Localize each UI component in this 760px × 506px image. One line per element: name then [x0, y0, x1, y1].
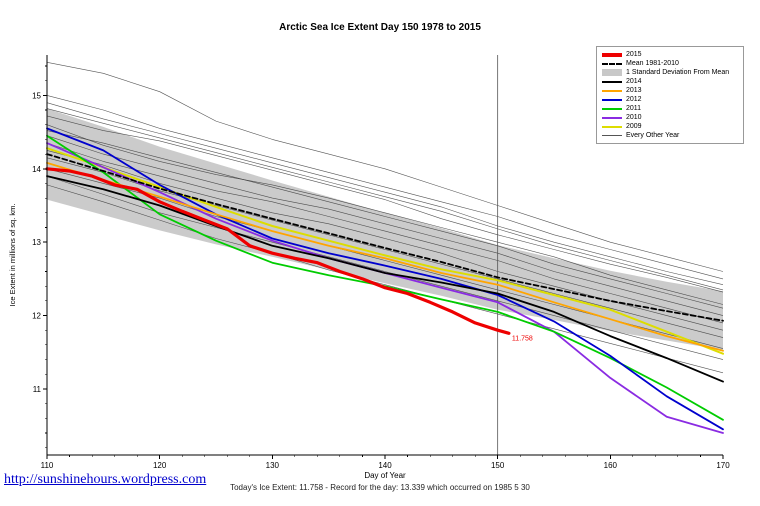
- legend-swatch: [602, 62, 622, 65]
- y-tick-label: 15: [32, 91, 41, 100]
- legend-swatch: [602, 125, 622, 128]
- legend-swatch: [602, 116, 622, 119]
- y-tick-label: 13: [32, 238, 41, 247]
- legend-item-2014: 2014: [602, 77, 738, 86]
- x-tick-label: 150: [491, 461, 505, 470]
- series-mean-1981-2010: [46, 153, 724, 322]
- legend-item-2011: 2011: [602, 104, 738, 113]
- legend-label: 2013: [626, 87, 642, 94]
- chart-title: Arctic Sea Ice Extent Day 150 1978 to 20…: [279, 22, 481, 33]
- legend-label: Mean 1981-2010: [626, 60, 679, 67]
- y-axis-label: Ice Extent in millions of sq. km.: [8, 203, 17, 307]
- y-tick-label: 11: [33, 385, 42, 394]
- legend-label: 2011: [626, 105, 642, 112]
- legend-label: 2014: [626, 78, 642, 85]
- legend-label: 1 Standard Deviation From Mean: [626, 69, 730, 76]
- other-year-line-9: [46, 157, 724, 338]
- legend-label: 2012: [626, 96, 642, 103]
- legend-swatch: [602, 89, 622, 92]
- series-2015: [45, 167, 511, 335]
- series-2013: [46, 161, 724, 352]
- legend-item-2010: 2010: [602, 113, 738, 122]
- other-year-line-5: [46, 130, 724, 309]
- legend-swatch: [602, 135, 622, 136]
- other-year-line-4: [46, 124, 724, 305]
- other-year-line-0: [46, 62, 724, 272]
- series-2014: [46, 175, 724, 383]
- legend-swatch: [602, 98, 622, 101]
- legend-swatch: [602, 52, 622, 57]
- other-year-line-1: [46, 95, 724, 280]
- legend: 2015 Mean 1981-2010 1 Standard Deviation F…: [596, 46, 744, 144]
- x-axis-label: Day of Year: [364, 471, 406, 480]
- legend-label: Every Other Year: [626, 132, 680, 139]
- legend-item-every-other-year: Every Other Year: [602, 131, 738, 140]
- other-year-line-11: [46, 175, 724, 360]
- other-year-line-2: [46, 102, 724, 285]
- x-tick-label: 110: [41, 461, 54, 470]
- legend-swatch: [602, 107, 622, 110]
- legend-item-2012: 2012: [602, 95, 738, 104]
- other-year-line-12: [46, 184, 724, 374]
- footer-note: Today's Ice Extent: 11.758 - Record for …: [230, 483, 530, 492]
- y-tick-label: 14: [32, 165, 41, 174]
- legend-label: 2010: [626, 114, 642, 121]
- legend-item-2015: 2015: [602, 50, 738, 59]
- x-tick-label: 140: [378, 461, 392, 470]
- legend-swatch: [602, 69, 622, 76]
- legend-swatch: [602, 80, 622, 83]
- other-year-line-7: [46, 142, 724, 324]
- other-year-line-6: [46, 135, 724, 316]
- legend-item-2009: 2009: [602, 122, 738, 131]
- x-tick-label: 160: [604, 461, 618, 470]
- legend-label: 2015: [626, 51, 642, 58]
- legend-label: 2009: [626, 123, 642, 130]
- legend-item-1-standard-deviation-from-mean: 1 Standard Deviation From Mean: [602, 68, 738, 77]
- other-year-line-3: [46, 115, 724, 293]
- x-tick-label: 130: [266, 461, 280, 470]
- legend-item-mean-1981-2010: Mean 1981-2010: [602, 59, 738, 68]
- series-2009: [46, 147, 724, 355]
- site-link[interactable]: http://sunshinehours.wordpress.com: [4, 472, 207, 487]
- series-2012: [46, 127, 724, 431]
- today-extent-annotation: 11.758: [512, 335, 533, 342]
- x-tick-label: 170: [716, 461, 730, 470]
- legend-item-2013: 2013: [602, 86, 738, 95]
- y-tick-label: 12: [32, 312, 41, 321]
- x-tick-label: 120: [153, 461, 167, 470]
- other-year-line-13: [46, 108, 724, 291]
- other-year-line-8: [46, 150, 724, 331]
